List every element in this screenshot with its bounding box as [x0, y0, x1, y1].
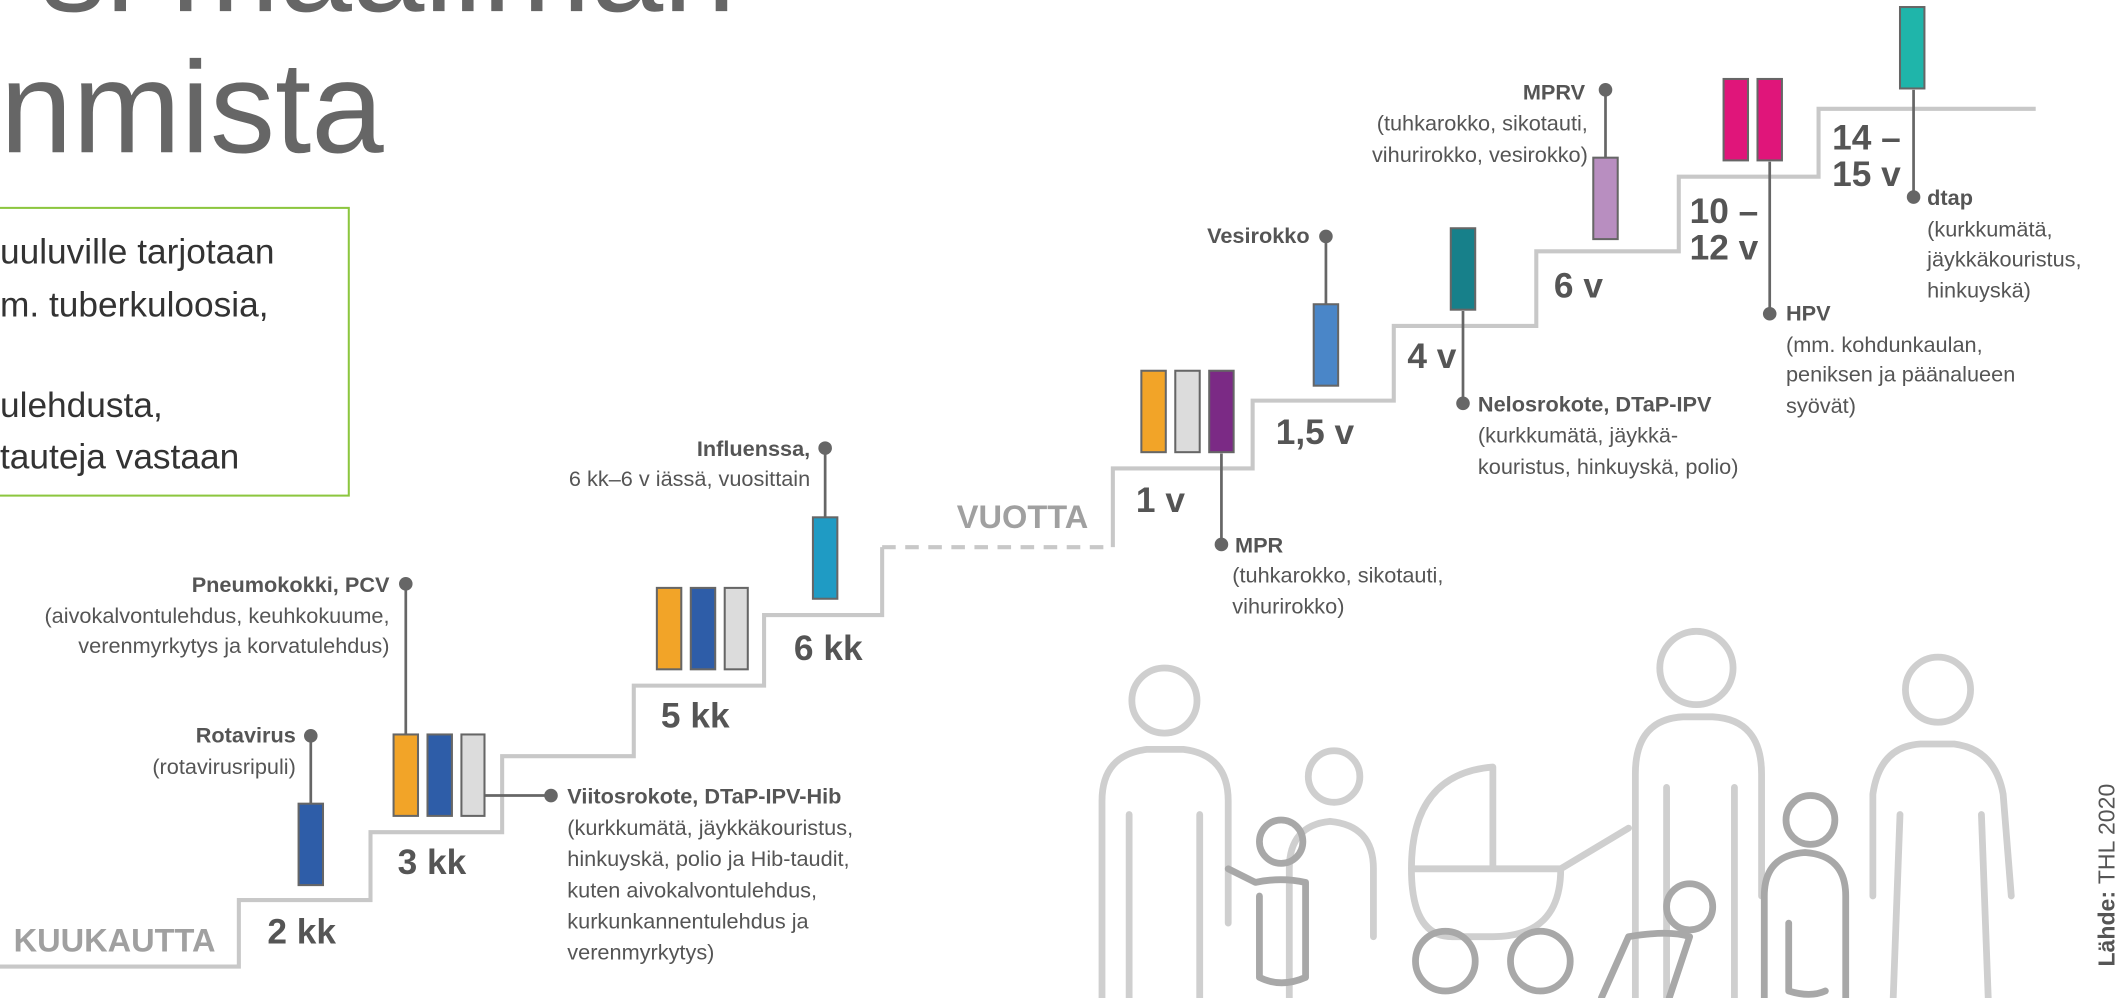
step-label: 5 kk — [661, 697, 730, 736]
vaccine-detail: (kurkkumätä, jäykkäkouristus, — [567, 815, 853, 840]
info-line: tauteja vastaan — [0, 437, 239, 476]
vaccine-name: HPV — [1786, 301, 1831, 326]
vaccine-detail: verenmyrkytys ja korvatulehdus) — [78, 633, 389, 658]
step-label: 1 v — [1136, 481, 1185, 520]
step-label: 12 v — [1690, 228, 1759, 267]
step-label: 10 – — [1690, 192, 1759, 231]
info-line: m. tuberkuloosia, — [0, 285, 269, 324]
vaccine-name: Vesirokko — [1207, 223, 1310, 248]
step-label: 2 kk — [267, 912, 336, 951]
title-line: nmista — [0, 34, 384, 180]
vaccine-name: Viitosrokote, DTaP-IPV-Hib — [567, 784, 841, 809]
vaccine-detail: kouristus, hinkuyskä, polio) — [1478, 454, 1739, 479]
vaccine-detail: (tuhkarokko, sikotauti, — [1377, 111, 1588, 136]
vaccine-name: Pneumokokki, PCV — [192, 572, 390, 597]
vaccine-detail: (kurkkumätä, jäykkä- — [1478, 423, 1678, 448]
vaccine-detail: 6 kk–6 v iässä, vuosittain — [569, 466, 810, 491]
page: { "title": {"lines": ["si maailman", "nm… — [0, 0, 2128, 998]
step-label: 1,5 v — [1276, 413, 1355, 452]
step-label: 3 kk — [398, 843, 467, 882]
vaccine-detail: (aivokalvontulehdus, keuhkokuume, — [44, 603, 389, 628]
source-text: THL 2020 — [2093, 784, 2119, 884]
infographic: si maailman nmista uuluville tarjotaan m… — [0, 0, 2128, 998]
vaccine-detail: kurkunkannentulehdus ja — [567, 909, 809, 934]
vaccine-detail: (mm. kohdunkaulan, — [1786, 332, 1983, 357]
title-line: si maailman — [41, 0, 736, 39]
vaccine-bars — [299, 7, 1925, 885]
vaccine-detail: hinkuyskä, polio ja Hib-taudit, — [567, 846, 849, 871]
unit-label: KUUKAUTTA — [14, 923, 216, 959]
vaccine-detail: peniksen ja päänalueen — [1786, 362, 2015, 387]
vaccine-detail: (rotavirusripuli) — [152, 754, 296, 779]
vaccine-detail: vihurirokko) — [1232, 594, 1344, 619]
vaccine-name: Nelosrokote, DTaP-IPV — [1478, 391, 1712, 416]
vaccine-detail: kuten aivokalvontulehdus, — [567, 877, 817, 902]
vaccine-name: dtap — [1927, 185, 1973, 210]
vaccine-detail: jäykkäkouristus, — [1926, 246, 2081, 271]
vaccine-detail: vihurirokko, vesirokko) — [1372, 142, 1588, 167]
vaccine-name: Influenssa, — [697, 436, 810, 461]
vaccine-detail: verenmyrkytys) — [567, 940, 714, 965]
source: Lähde: THL 2020 — [2093, 784, 2119, 967]
step-label: 6 v — [1554, 266, 1603, 305]
vaccine-detail: syövät) — [1786, 393, 1856, 418]
vaccine-name: Rotavirus — [196, 723, 296, 748]
info-line: uuluville tarjotaan — [0, 233, 274, 272]
vaccine-detail: (tuhkarokko, sikotauti, — [1232, 562, 1443, 587]
vaccine-detail: (kurkkumätä, — [1927, 216, 2052, 241]
step-label: 15 v — [1832, 155, 1901, 194]
info-line: ulehdusta, — [0, 386, 163, 425]
step-label: 4 v — [1407, 337, 1456, 376]
vaccine-name: MPR — [1235, 533, 1284, 558]
family-illustration — [1102, 631, 2011, 997]
source-label: Lähde: — [2093, 891, 2119, 967]
unit-label: VUOTTA — [957, 499, 1088, 535]
vaccine-detail: hinkuyskä) — [1927, 277, 2031, 302]
step-label: 6 kk — [794, 629, 863, 668]
step-label: 14 – — [1832, 119, 1901, 158]
vaccine-name: MPRV — [1523, 79, 1586, 104]
